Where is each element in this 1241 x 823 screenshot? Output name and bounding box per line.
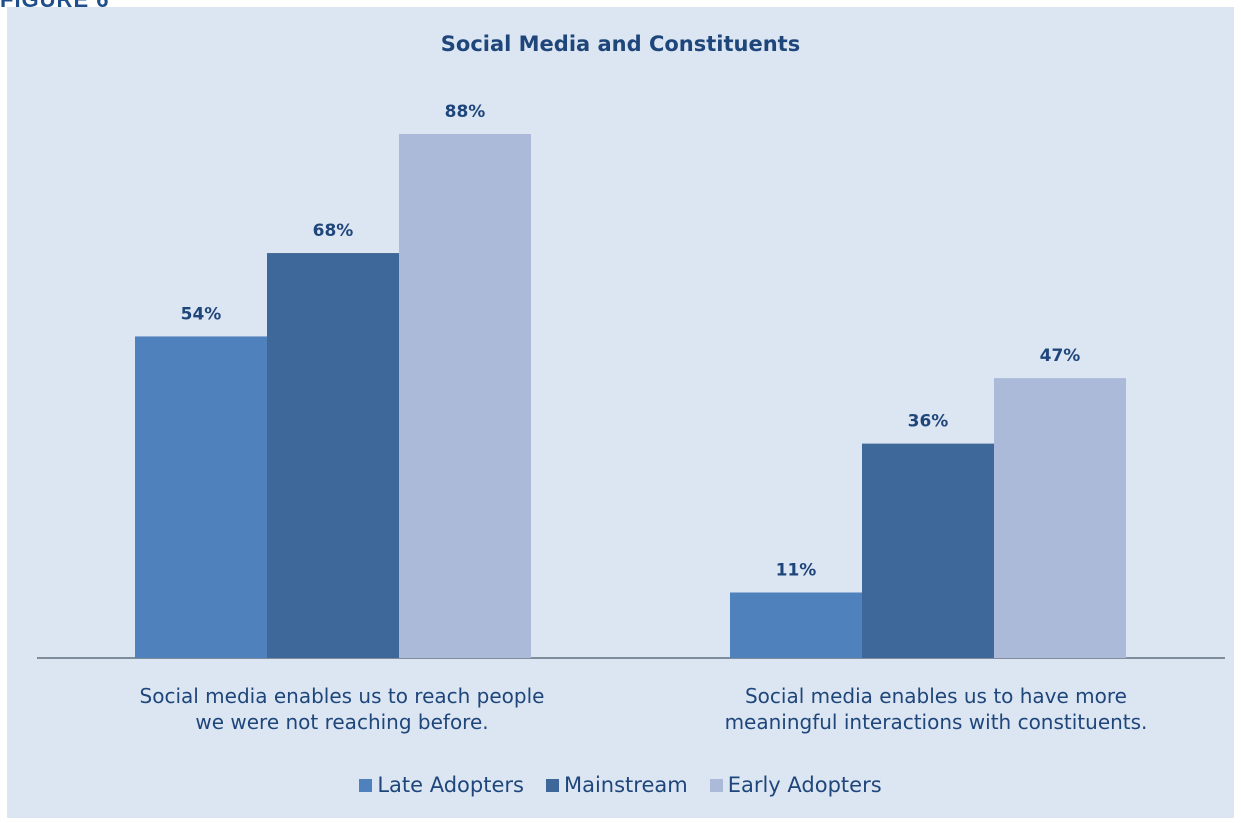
value-label-mainstream-2: 36% xyxy=(908,412,949,432)
bar-early-adopters-2 xyxy=(994,378,1126,658)
bar-early-adopters-1 xyxy=(399,133,531,659)
bar-mainstream-2 xyxy=(862,443,994,658)
bar-mainstream-1 xyxy=(267,253,399,658)
legend-item-late-adopters: Late Adopters xyxy=(359,773,524,797)
value-label-mainstream-1: 68% xyxy=(313,221,354,241)
legend-swatch-late-adopters xyxy=(359,778,373,792)
bar-late-adopters-1 xyxy=(135,336,267,658)
bar-chart: 54% 11% 68% 36% 88% 47% xyxy=(37,102,1225,659)
value-label-early-adopters-2: 47% xyxy=(1040,346,1081,366)
legend-label-late-adopters: Late Adopters xyxy=(377,773,524,797)
chart-panel: Social Media and Constituents 54% 11% 68% 3… xyxy=(7,7,1234,818)
category-label-1: Social media enables us to reach people … xyxy=(62,683,622,735)
category-label-2: Social media enables us to have more mea… xyxy=(656,683,1216,735)
category-label-2-line-2: meaningful interactions with constituent… xyxy=(724,710,1148,734)
value-label-late-adopters-1: 54% xyxy=(181,304,222,324)
legend-label-mainstream: Mainstream xyxy=(563,773,688,797)
legend-label-early-adopters: Early Adopters xyxy=(727,773,882,797)
legend-swatch-early-adopters xyxy=(709,778,723,792)
bar-late-adopters-2 xyxy=(730,592,862,658)
category-label-2-line-1: Social media enables us to have more xyxy=(744,684,1127,708)
chart-title: Social Media and Constituents xyxy=(440,32,801,56)
legend-item-mainstream: Mainstream xyxy=(545,773,688,797)
chart-legend: Late Adopters Mainstream Early Adopters xyxy=(7,773,1234,797)
value-label-early-adopters-1: 88% xyxy=(445,102,486,122)
category-label-1-line-2: we were not reaching before. xyxy=(195,710,489,734)
value-label-late-adopters-2: 11% xyxy=(776,560,817,580)
legend-item-early-adopters: Early Adopters xyxy=(709,773,882,797)
legend-swatch-mainstream xyxy=(545,778,559,792)
category-label-1-line-1: Social media enables us to reach people xyxy=(139,684,545,708)
